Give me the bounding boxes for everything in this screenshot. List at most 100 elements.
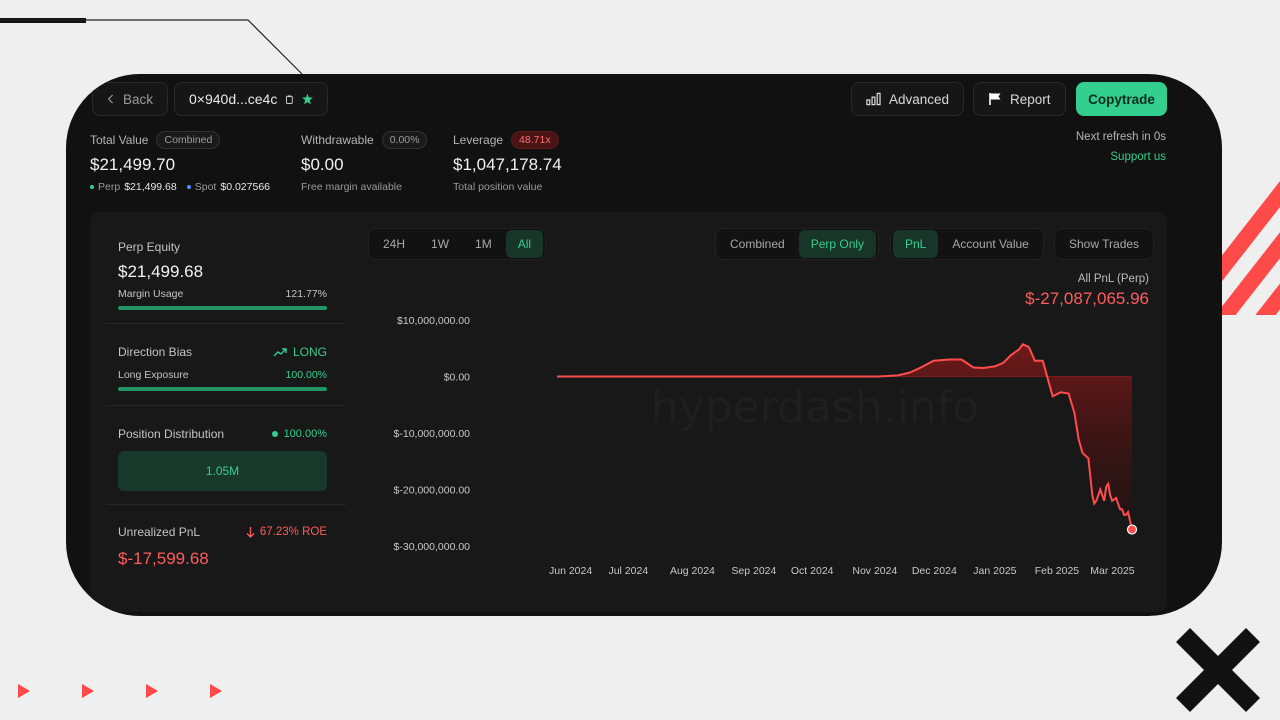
star-icon[interactable]	[302, 92, 313, 106]
flag-icon	[989, 93, 1001, 105]
arrow-down-icon	[246, 526, 255, 538]
decorative-line	[0, 19, 303, 75]
direction-bias-card: Direction Bias LONG Long Exposure 100.00…	[90, 345, 355, 391]
x-tick-label: Jan 2025	[973, 565, 1016, 577]
leverage-label: Leverage	[453, 133, 504, 147]
report-label: Report	[1010, 91, 1051, 107]
bar-chart-icon	[866, 92, 881, 106]
x-tick-label: Dec 2024	[912, 565, 957, 577]
combined-badge: Combined	[156, 131, 221, 149]
tab-1w[interactable]: 1W	[431, 237, 450, 251]
long-exposure-value: 100.00%	[285, 369, 327, 381]
unrealized-pnl-card: Unrealized PnL 67.23% ROE $-17,599.68	[90, 525, 355, 569]
metric-tabs: PnL Account Value	[890, 228, 1044, 260]
perp-equity-value: $21,499.68	[118, 262, 204, 281]
y-tick-label: $-10,000,000.00	[394, 428, 471, 440]
chart-current-value: $-27,087,065.96	[1025, 289, 1149, 308]
x-tick-label: Nov 2024	[852, 565, 897, 577]
spot-dot-icon	[186, 185, 191, 189]
withdrawable-label: Withdrawable	[301, 133, 374, 147]
chevron-left-icon	[107, 94, 114, 104]
tab-all[interactable]: All	[505, 230, 544, 258]
advanced-button[interactable]: Advanced	[851, 82, 964, 116]
support-link[interactable]: Support us	[1110, 151, 1166, 163]
back-button[interactable]: Back	[92, 82, 168, 116]
tab-account-value[interactable]: Account Value	[952, 237, 1029, 251]
pnl-series-line	[557, 343, 1133, 530]
back-label: Back	[122, 91, 153, 107]
tab-1m[interactable]: 1M	[475, 237, 492, 251]
x-tick-label: Jun 2024	[549, 565, 592, 577]
decorative-arrows	[18, 684, 222, 698]
x-tick-label: Feb 2025	[1035, 565, 1080, 577]
watermark: hyperdash.info	[651, 382, 979, 433]
distribution-bar[interactable]: 1.05M	[118, 451, 327, 491]
tab-perp-only[interactable]: Perp Only	[798, 230, 877, 258]
withdrawable-sub: Free margin available	[301, 181, 402, 193]
tab-24h[interactable]: 24H	[383, 237, 406, 251]
spot-label: Spot	[194, 181, 217, 193]
report-button[interactable]: Report	[973, 82, 1066, 116]
perp-equity-card: Perp Equity $21,499.68 Margin Usage 121.…	[90, 240, 355, 310]
status-dot-icon	[271, 431, 278, 437]
wallet-address-chip[interactable]: 0×940d...ce4c	[174, 82, 328, 116]
leverage-badge: 48.71x	[511, 131, 559, 149]
perp-dot-icon	[90, 185, 94, 189]
pnl-chart: hyperdash.info All PnL (Perp) $-27,087,065…	[394, 273, 1150, 577]
leverage-stat: Leverage 48.71x $1,047,178.74 Total posi…	[453, 131, 562, 193]
divider	[106, 405, 346, 406]
main-panel: Perp Equity $21,499.68 Margin Usage 121.…	[90, 212, 1167, 612]
chart-title: All PnL (Perp)	[1078, 273, 1149, 285]
spot-value: $0.027566	[220, 181, 270, 193]
unrealized-pnl-value: $-17,599.68	[118, 549, 209, 568]
show-trades-toggle: Show Trades	[1054, 228, 1155, 260]
total-value-stat: Total Value Combined $21,499.70 Perp $21…	[90, 131, 270, 193]
copy-icon[interactable]	[285, 93, 294, 106]
divider	[106, 504, 346, 505]
perp-value: $21,499.68	[124, 181, 177, 193]
x-tick-label: Jul 2024	[608, 565, 648, 577]
x-tick-label: Sep 2024	[731, 565, 776, 577]
y-tick-label: $-30,000,000.00	[394, 541, 471, 553]
time-range-tabs: 24H 1W 1M All	[368, 228, 547, 260]
x-tick-label: Mar 2025	[1090, 565, 1135, 577]
decorative-x-icon	[1176, 628, 1260, 712]
refresh-timer: Next refresh in 0s	[1075, 131, 1166, 143]
margin-usage-value: 121.77%	[285, 288, 327, 300]
x-tick-label: Aug 2024	[670, 565, 715, 577]
app-window: Back 0×940d...ce4c Advanced Report Copyt…	[66, 74, 1222, 616]
show-trades-button[interactable]: Show Trades	[1069, 237, 1140, 251]
tab-combined[interactable]: Combined	[730, 237, 785, 251]
leverage-sub: Total position value	[453, 181, 543, 193]
copytrade-button[interactable]: Copytrade	[1076, 82, 1167, 116]
direction-bias-value: LONG	[292, 345, 327, 359]
withdrawable-value: $0.00	[301, 155, 344, 174]
distribution-bar-label: 1.05M	[205, 464, 240, 478]
perp-equity-label: Perp Equity	[118, 240, 181, 254]
leverage-value: $1,047,178.74	[453, 155, 562, 174]
y-tick-label: $10,000,000.00	[397, 315, 470, 327]
y-tick-label: $0.00	[444, 372, 470, 384]
margin-usage-bar	[118, 306, 327, 310]
advanced-label: Advanced	[888, 91, 949, 107]
position-distribution-value: 100.00%	[283, 428, 327, 440]
withdrawable-stat: Withdrawable 0.00% $0.00 Free margin ava…	[301, 131, 428, 193]
position-distribution-label: Position Distribution	[118, 427, 225, 441]
y-tick-label: $-20,000,000.00	[394, 485, 471, 497]
total-value-label: Total Value	[90, 133, 149, 147]
view-tabs: Combined Perp Only	[715, 228, 880, 260]
total-value: $21,499.70	[90, 155, 176, 174]
x-tick-label: Oct 2024	[791, 565, 834, 577]
withdrawable-badge: 0.00%	[381, 131, 428, 149]
tab-pnl[interactable]: PnL	[893, 230, 939, 258]
pnl-end-point	[1126, 524, 1138, 535]
unrealized-pnl-label: Unrealized PnL	[118, 525, 201, 539]
divider	[106, 323, 346, 324]
roe-value: 67.23% ROE	[259, 526, 327, 538]
margin-usage-label: Margin Usage	[118, 288, 184, 300]
perp-label: Perp	[98, 181, 121, 193]
direction-bias-label: Direction Bias	[118, 345, 193, 359]
position-distribution-card: Position Distribution 100.00% 1.05M	[90, 427, 355, 491]
copytrade-label: Copytrade	[1088, 91, 1155, 107]
long-exposure-label: Long Exposure	[118, 369, 189, 381]
